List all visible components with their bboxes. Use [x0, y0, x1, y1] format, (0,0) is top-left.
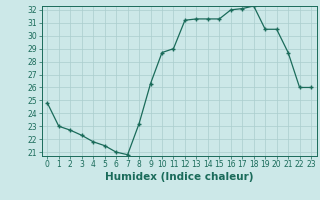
X-axis label: Humidex (Indice chaleur): Humidex (Indice chaleur) [105, 172, 253, 182]
